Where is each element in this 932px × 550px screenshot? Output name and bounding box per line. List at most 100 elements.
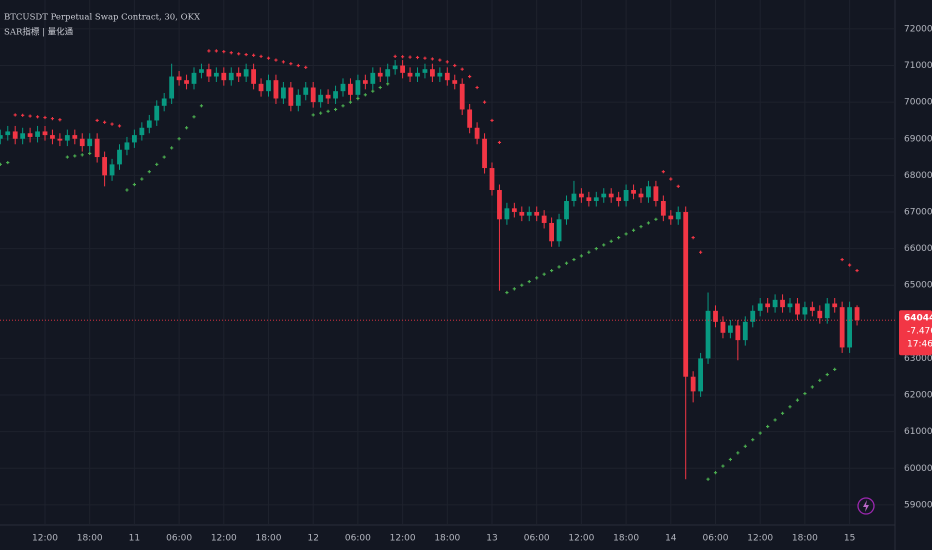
candle-body (362, 80, 368, 84)
candle-body (683, 211, 689, 377)
candle-body (355, 80, 361, 95)
sar-dot (311, 113, 315, 117)
candle-body (273, 80, 279, 99)
sar-dot (430, 57, 434, 61)
candle-body (385, 69, 391, 77)
candle-body (377, 72, 383, 77)
y-tick-label: 62000.0 (904, 391, 932, 401)
candle-body (57, 138, 63, 141)
candle-body (0, 135, 3, 139)
sar-dot (818, 378, 822, 382)
x-tick-label: 06:00 (703, 534, 729, 544)
y-tick-label: 67000.0 (904, 207, 932, 217)
candle-body (295, 94, 301, 106)
candle-body (437, 72, 443, 77)
last-price-label: 64044.0 (904, 314, 932, 324)
candle-body (243, 69, 249, 77)
candle-body (765, 303, 771, 308)
candle-body (601, 193, 607, 198)
candle-body (318, 94, 324, 103)
candle-body (236, 72, 242, 77)
sar-dot (0, 162, 2, 166)
grid (0, 0, 895, 525)
sar-dot (401, 55, 405, 59)
sar-dot (840, 257, 844, 262)
candle-body (213, 72, 219, 77)
alert-circle[interactable] (857, 497, 875, 515)
candle-body (87, 138, 93, 147)
sar-dot (199, 104, 204, 108)
sar-dot (117, 124, 122, 128)
sar-dot (736, 451, 740, 455)
sar-dot (721, 464, 725, 468)
sar-dot (296, 63, 300, 68)
candle-body (422, 69, 428, 73)
candle-body (653, 186, 659, 201)
candle-body (698, 358, 703, 392)
candle-body (511, 208, 517, 212)
alert-icon[interactable] (857, 497, 875, 515)
sar-dot (252, 53, 256, 57)
candle-body (795, 303, 800, 315)
sar-dot (490, 118, 494, 123)
sar-dot (453, 63, 457, 68)
candle-body (102, 157, 107, 176)
sar-dot (132, 182, 136, 187)
x-tick-label: 11 (129, 534, 140, 544)
candle-body (199, 69, 204, 73)
candle-body (854, 307, 860, 321)
candle-body (571, 193, 577, 201)
sar-dot (58, 118, 62, 122)
candle-body (832, 303, 838, 308)
sar-dot (95, 118, 99, 123)
x-tick-label: 15 (844, 534, 855, 544)
candle-body (847, 307, 852, 348)
sar-dot (65, 155, 69, 159)
candle-body (817, 310, 823, 319)
candle-body (176, 76, 182, 81)
candle-body (608, 193, 614, 198)
candle-body (772, 299, 778, 308)
candle-body (742, 321, 748, 341)
candle-body (206, 69, 212, 77)
candle-body (266, 80, 271, 92)
sar-dot (684, 221, 688, 225)
alert-bolt[interactable] (863, 500, 869, 512)
sar-dot (788, 405, 792, 409)
sar-dot (73, 154, 77, 158)
sar-dot (550, 268, 554, 273)
candle-body (370, 72, 376, 84)
sar-dot (348, 100, 353, 104)
sar-dot (363, 93, 367, 97)
sar-dot (341, 104, 345, 108)
sar-dot (6, 160, 10, 165)
y-tick-label: 72000.0 (904, 24, 932, 34)
candle-body (750, 310, 756, 322)
sar-dot (780, 411, 785, 415)
sar-dot (266, 56, 271, 60)
candle-body (638, 193, 644, 198)
sar-dot (542, 272, 546, 276)
candle-body (668, 215, 674, 220)
sar-dot (207, 49, 211, 53)
candle-body (42, 131, 48, 136)
sar-dot (371, 89, 375, 93)
sar-dot (691, 236, 695, 240)
candle-body (564, 200, 569, 220)
sar-dot (810, 385, 814, 389)
candle-body (556, 219, 562, 242)
sar-dot (326, 109, 330, 113)
sar-dot (557, 265, 561, 269)
sar-dot (848, 263, 852, 267)
sar-dot (825, 372, 829, 377)
sar-dot (50, 117, 55, 121)
sar-dot (594, 246, 598, 251)
candle-body (728, 325, 733, 333)
candle-body (12, 131, 18, 139)
candle-body (400, 65, 405, 73)
sar-dot (304, 65, 308, 69)
sar-dot (28, 114, 32, 118)
y-tick-label: 69000.0 (904, 134, 932, 144)
candle-body (146, 120, 152, 128)
sar-dot (438, 58, 442, 62)
